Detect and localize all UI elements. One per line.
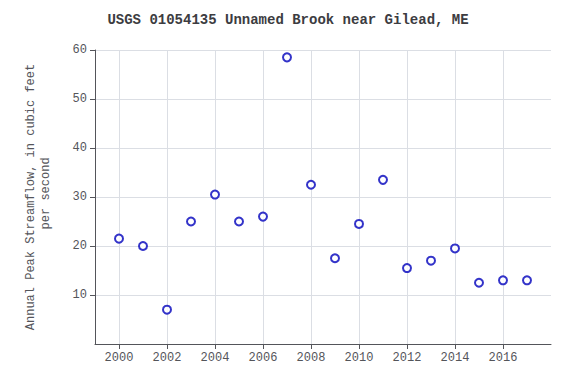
svg-text:2012: 2012 — [393, 351, 422, 365]
svg-text:2006: 2006 — [249, 351, 278, 365]
svg-text:50: 50 — [73, 92, 87, 106]
svg-text:20: 20 — [73, 239, 87, 253]
svg-text:2000: 2000 — [105, 351, 134, 365]
svg-text:30: 30 — [73, 190, 87, 204]
svg-text:2008: 2008 — [297, 351, 326, 365]
svg-text:per second: per second — [39, 157, 53, 236]
svg-text:2010: 2010 — [345, 351, 374, 365]
svg-text:2002: 2002 — [153, 351, 182, 365]
svg-text:USGS 01054135 Unnamed Brook ne: USGS 01054135 Unnamed Brook near Gilead,… — [107, 12, 468, 28]
svg-text:10: 10 — [73, 288, 87, 302]
svg-text:2014: 2014 — [441, 351, 470, 365]
svg-text:40: 40 — [73, 141, 87, 155]
svg-text:2016: 2016 — [489, 351, 518, 365]
svg-text:60: 60 — [73, 43, 87, 57]
svg-text:Annual Peak Streamflow, in cub: Annual Peak Streamflow, in cubic feet — [24, 64, 38, 330]
svg-text:2004: 2004 — [201, 351, 230, 365]
